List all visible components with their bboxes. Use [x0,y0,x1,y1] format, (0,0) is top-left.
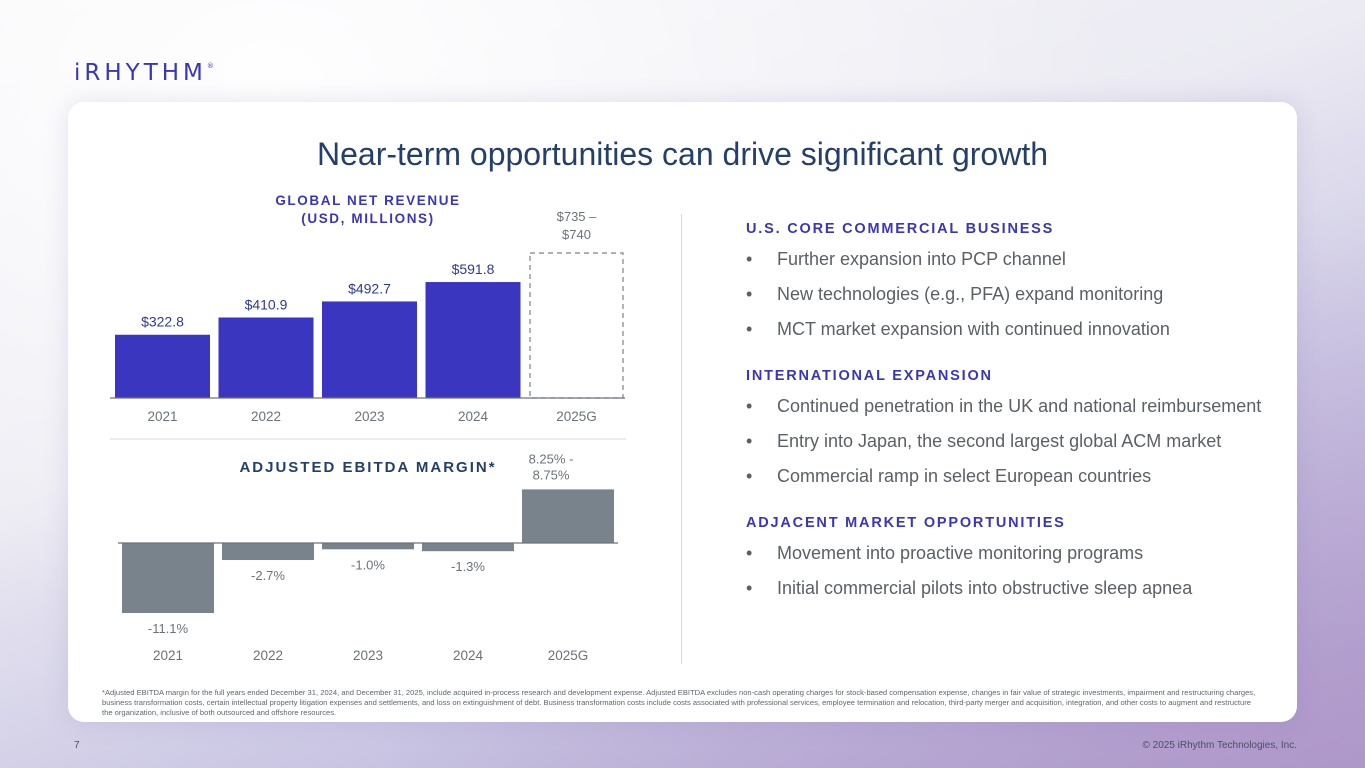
revenue-value-label: $492.7 [348,280,391,296]
bullet-dot-icon: • [746,543,753,563]
bullet-text: Commercial ramp in select European count… [777,466,1152,486]
bullet-list: • Movement into proactive monitoring prog… [746,540,1266,601]
section-adjacent-market: ADJACENT MARKET OPPORTUNITIES • Movement … [746,515,1266,601]
bullet-item: • Initial commercial pilots into obstruct… [746,575,1266,601]
revenue-chart-title: GLOBAL NET REVENUE [275,193,460,208]
revenue-tick-label: 2025G [556,409,597,424]
ebitda-value-label: -1.0% [351,557,385,572]
bullet-text: MCT market expansion with continued inno… [777,319,1170,339]
page-number: 7 [74,740,80,751]
revenue-value-label: $740 [562,227,591,242]
bullet-item: • New technologies (e.g., PFA) expand mon… [746,281,1266,307]
ebitda-tick-label: 2022 [253,648,283,663]
section-heading: ADJACENT MARKET OPPORTUNITIES [746,515,1066,531]
ebitda-tick-label: 2023 [353,648,383,663]
bullet-dot-icon: • [746,319,753,339]
opportunities-panel: U.S. CORE COMMERCIAL BUSINESS • Further e… [746,221,1266,627]
bullet-dot-icon: • [746,466,753,486]
ebitda-chart-title: ADJUSTED EBITDA MARGIN* [239,459,496,476]
revenue-bar [425,282,521,398]
bullet-item: • Commercial ramp in select European coun… [746,463,1266,489]
ebitda-tick-label: 2021 [153,648,183,663]
ebitda-value-label: -1.3% [451,559,485,574]
bullet-text: Continued penetration in the UK and nati… [777,396,1262,416]
bullet-dot-icon: • [746,284,753,304]
bullet-text: New technologies (e.g., PFA) expand moni… [777,284,1164,304]
vertical-divider [681,214,682,664]
revenue-tick-label: 2022 [251,409,281,424]
revenue-tick-label: 2021 [147,409,177,424]
revenue-bar-guidance [529,252,624,399]
bullet-item: • Entry into Japan, the second largest gl… [746,428,1266,454]
revenue-bar [218,317,314,398]
revenue-tick-label: 2023 [354,409,384,424]
ebitda-tick-label: 2025G [548,648,589,663]
bullet-text: Movement into proactive monitoring progr… [777,543,1144,563]
bullet-item: • Further expansion into PCP channel [746,246,1266,272]
ebitda-bar [322,543,414,550]
bullet-list: • Further expansion into PCP channel • New… [746,246,1266,342]
bullet-text: Entry into Japan, the second largest glo… [777,431,1222,451]
page-title: Near-term opportunities can drive signif… [317,136,1048,172]
irhythm-logo: iRHYTHM® [74,60,214,86]
ebitda-bar [122,543,214,613]
revenue-value-label: $410.9 [245,296,288,312]
revenue-value-label: $735 – [557,209,598,224]
bullet-dot-icon: • [746,578,753,598]
revenue-value-label: $322.8 [141,314,184,330]
footnote: *Adjusted EBITDA margin for the full yea… [102,688,1256,717]
ebitda-value-label: -11.1% [148,621,189,636]
bullet-text: Initial commercial pilots into obstructi… [777,578,1193,598]
section-heading: INTERNATIONAL EXPANSION [746,368,993,384]
ebitda-value-label: -2.7% [251,568,285,583]
bullet-dot-icon: • [746,249,753,269]
ebitda-bar [422,543,514,552]
bullet-list: • Continued penetration in the UK and nat… [746,393,1266,489]
ebitda-bar [222,543,314,561]
bullet-item: • Movement into proactive monitoring prog… [746,540,1266,566]
bullet-text: Further expansion into PCP channel [777,249,1066,269]
ebitda-value-label: 8.75% [533,467,570,482]
revenue-value-label: $591.8 [452,261,495,277]
copyright: © 2025 iRhythm Technologies, Inc. [1142,740,1298,751]
charts-area: GLOBAL NET REVENUE (USD, MILLIONS) $322.… [110,193,626,663]
ebitda-tick-label: 2024 [453,648,484,663]
ebitda-bar [522,489,614,543]
revenue-tick-label: 2024 [458,409,489,424]
revenue-chart-subtitle: (USD, MILLIONS) [301,211,435,226]
bullet-dot-icon: • [746,431,753,451]
revenue-bar [322,301,417,398]
content-card [68,102,1297,722]
bullet-item: • Continued penetration in the UK and nat… [746,393,1266,419]
ebitda-value-label: 8.25% - [529,451,574,466]
revenue-bar [115,334,210,398]
bullet-item: • MCT market expansion with continued inn… [746,316,1266,342]
section-us-core: U.S. CORE COMMERCIAL BUSINESS • Further e… [746,221,1266,342]
section-heading: U.S. CORE COMMERCIAL BUSINESS [746,221,1055,237]
bullet-dot-icon: • [746,396,753,416]
section-international: INTERNATIONAL EXPANSION • Continued penet… [746,368,1266,489]
